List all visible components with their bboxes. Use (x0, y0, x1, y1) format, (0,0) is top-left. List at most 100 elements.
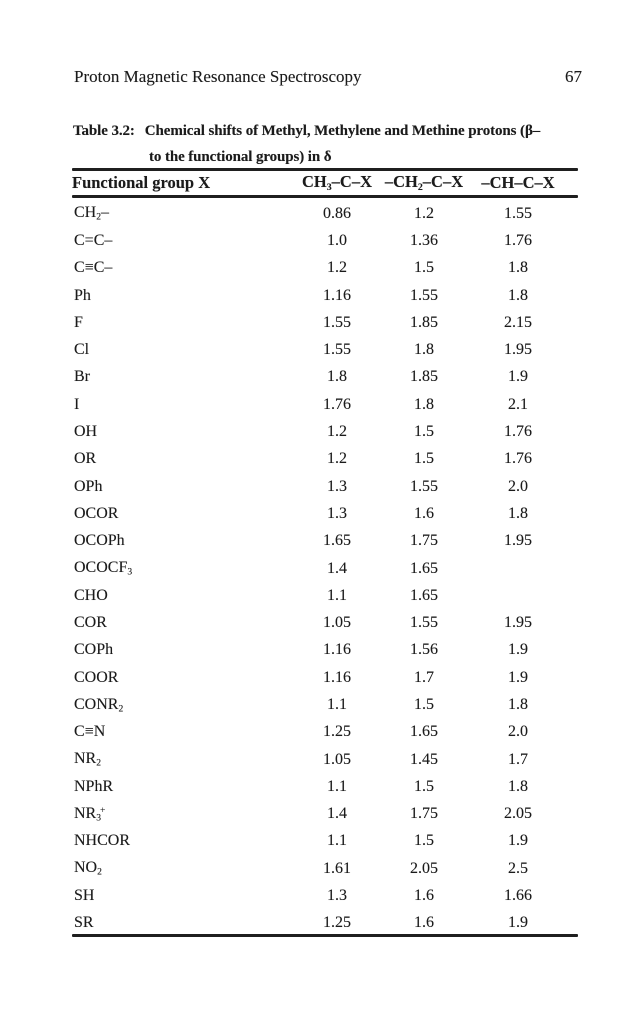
table-row: Ph 1.16 1.55 1.8 (72, 282, 578, 309)
cell-ch3: 1.2 (327, 450, 347, 468)
cell-ch: 2.0 (508, 723, 528, 741)
row-label: Br (74, 368, 90, 386)
table-row: OCOCF3 1.4 1.65 (72, 555, 578, 582)
running-header: Proton Magnetic Resonance Spectroscopy 6… (74, 66, 582, 87)
table-row: NR3+ 1.4 1.75 2.05 (72, 801, 578, 828)
row-label: NR2 (74, 750, 102, 769)
cell-ch3: 1.3 (327, 887, 347, 905)
cell-ch2: 1.45 (410, 750, 438, 768)
row-label: OCOCF3 (74, 559, 133, 578)
cell-ch2: 1.36 (410, 231, 438, 249)
cell-ch: 1.95 (504, 614, 532, 632)
cell-ch2: 1.56 (410, 641, 438, 659)
cell-ch3: 1.1 (327, 695, 347, 713)
cell-ch: 1.9 (508, 668, 528, 686)
table-row: C≡N 1.25 1.65 2.0 (72, 719, 578, 746)
table-row: OPh 1.3 1.55 2.0 (72, 473, 578, 500)
row-label: NHCOR (74, 832, 131, 850)
cell-ch2: 1.55 (410, 286, 438, 304)
table-row: NR2 1.05 1.45 1.7 (72, 746, 578, 773)
cell-ch3: 1.1 (327, 586, 347, 604)
cell-ch2: 1.75 (410, 805, 438, 823)
table-header-row: Functional group X CH3–C–X –CH2–C–X –CH–… (72, 170, 578, 195)
table-row: C=C– 1.0 1.36 1.76 (72, 227, 578, 254)
table-row: OCOR 1.3 1.6 1.8 (72, 500, 578, 527)
cell-ch2: 1.85 (410, 368, 438, 386)
cell-ch: 2.5 (508, 859, 528, 877)
cell-ch: 1.9 (508, 368, 528, 386)
cell-ch3: 1.4 (327, 805, 347, 823)
row-label: OCOR (74, 504, 119, 522)
cell-ch3: 1.05 (323, 750, 351, 768)
table-rule-header-bottom (72, 195, 578, 198)
row-label: SH (74, 887, 95, 905)
cell-ch: 1.8 (508, 259, 528, 277)
cell-ch3: 1.55 (323, 341, 351, 359)
cell-ch2: 1.75 (410, 532, 438, 550)
cell-ch2: 1.65 (410, 586, 438, 604)
cell-ch2: 1.6 (414, 887, 434, 905)
cell-ch2: 1.5 (414, 259, 434, 277)
table-rule-top (72, 168, 578, 171)
row-label: COR (74, 614, 107, 632)
cell-ch3: 1.16 (323, 286, 351, 304)
cell-ch: 1.8 (508, 695, 528, 713)
table-row: C≡C– 1.2 1.5 1.8 (72, 255, 578, 282)
cell-ch2: 1.5 (414, 450, 434, 468)
cell-ch3: 1.3 (327, 504, 347, 522)
table-title-text: Chemical shifts of Methyl, Methylene and… (144, 123, 541, 139)
row-label: OCOPh (74, 532, 125, 550)
cell-ch3: 1.16 (323, 668, 351, 686)
table-row: Cl 1.55 1.8 1.95 (72, 336, 578, 363)
row-label: SR (74, 914, 94, 932)
column-header-functional-group: Functional group X (72, 172, 211, 192)
cell-ch2: 1.85 (410, 313, 438, 331)
row-label: Ph (74, 286, 91, 304)
cell-ch: 1.76 (504, 450, 532, 468)
table-row: NPhR 1.1 1.5 1.8 (72, 773, 578, 800)
cell-ch3: 1.25 (323, 914, 351, 932)
cell-ch: 1.9 (508, 641, 528, 659)
cell-ch: 2.0 (508, 477, 528, 495)
cell-ch2: 2.05 (410, 859, 438, 877)
column-header-ch-c-x: –CH–C–X (481, 172, 555, 192)
cell-ch3: 1.1 (327, 777, 347, 795)
table-title-line1: Table 3.2: Chemical shifts of Methyl, Met… (73, 118, 578, 144)
cell-ch2: 1.5 (414, 423, 434, 441)
table-row: SR 1.25 1.6 1.9 (72, 910, 578, 937)
cell-ch: 2.15 (504, 313, 532, 331)
table-row: I 1.76 1.8 2.1 (72, 391, 578, 418)
row-label: COPh (74, 641, 114, 659)
table-row: OR 1.2 1.5 1.76 (72, 446, 578, 473)
cell-ch3: 1.55 (323, 313, 351, 331)
cell-ch2: 1.2 (414, 204, 434, 222)
cell-ch3: 1.61 (323, 859, 351, 877)
cell-ch2: 1.7 (414, 668, 434, 686)
cell-ch3: 0.86 (323, 204, 351, 222)
cell-ch: 1.55 (504, 204, 532, 222)
cell-ch2: 1.5 (414, 695, 434, 713)
cell-ch3: 1.3 (327, 477, 347, 495)
cell-ch: 1.8 (508, 777, 528, 795)
row-label: NPhR (74, 777, 114, 795)
table-title-prefix: Table 3.2: (73, 123, 135, 139)
row-label: OH (74, 423, 98, 441)
table-title-line2: to the functional groups) in δ (149, 149, 332, 165)
cell-ch: 1.66 (504, 887, 532, 905)
cell-ch3: 1.1 (327, 832, 347, 850)
cell-ch2: 1.6 (414, 914, 434, 932)
cell-ch2: 1.65 (410, 723, 438, 741)
cell-ch: 1.95 (504, 341, 532, 359)
running-header-title: Proton Magnetic Resonance Spectroscopy (74, 67, 362, 86)
cell-ch2: 1.65 (410, 559, 438, 577)
row-label: OR (74, 450, 97, 468)
table-row: COOR 1.16 1.7 1.9 (72, 664, 578, 691)
cell-ch3: 1.0 (327, 231, 347, 249)
cell-ch: 1.8 (508, 504, 528, 522)
table-row: OCOPh 1.65 1.75 1.95 (72, 528, 578, 555)
cell-ch3: 1.05 (323, 614, 351, 632)
row-label: OPh (74, 477, 103, 495)
table-row: CHO 1.1 1.65 (72, 582, 578, 609)
column-header-ch2-c-x: –CH2–C–X (384, 172, 464, 193)
